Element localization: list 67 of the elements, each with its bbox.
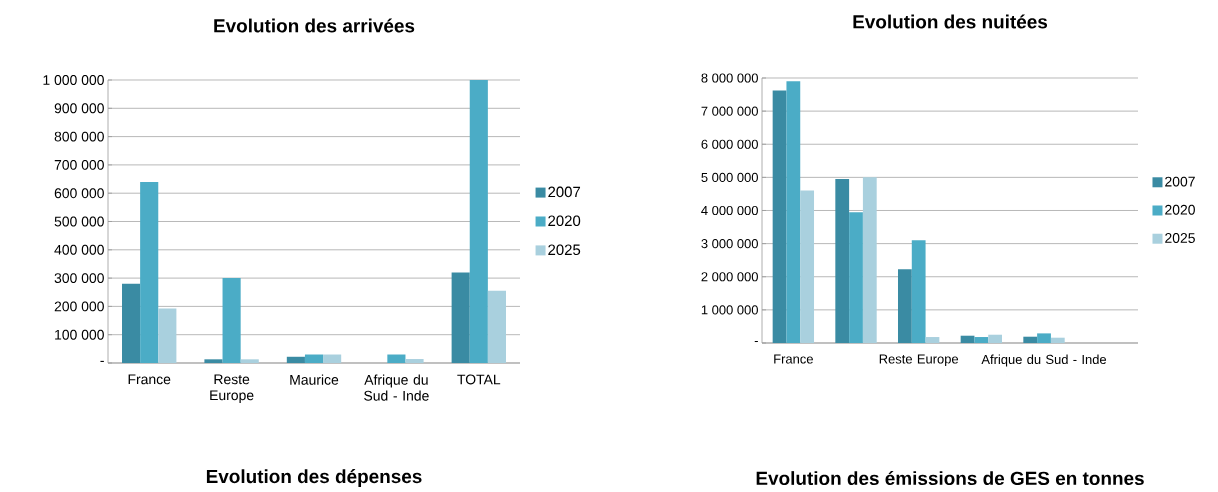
bar bbox=[122, 283, 141, 363]
bar bbox=[158, 308, 177, 363]
y-tick-label: 2 000 000 bbox=[701, 272, 758, 282]
y-tick-label: 800 000 bbox=[54, 131, 104, 142]
bar bbox=[286, 356, 305, 363]
bar bbox=[800, 190, 815, 343]
text: Evolution des émissions de GES en tonnes bbox=[756, 470, 1144, 486]
y-tick-label: 1 000 000 bbox=[701, 305, 758, 315]
x-tick-label: Afrique du Sud - Inde bbox=[981, 354, 1107, 367]
bar bbox=[898, 269, 912, 343]
legend-label: 2020 bbox=[1165, 204, 1195, 215]
bar bbox=[487, 290, 506, 363]
bar bbox=[387, 354, 406, 363]
bar bbox=[835, 179, 850, 343]
y-tick-label: 5 000 000 bbox=[701, 172, 758, 182]
y-tick-label: 8 000 000 bbox=[701, 73, 758, 83]
y-tick-label: 7 000 000 bbox=[701, 106, 758, 116]
x-tick-label: Reste Europe bbox=[879, 354, 959, 367]
bar bbox=[222, 278, 241, 363]
bar bbox=[988, 334, 1003, 343]
bar bbox=[405, 359, 424, 363]
chart-title: Evolution des arrivées bbox=[214, 18, 415, 33]
bar bbox=[862, 177, 877, 343]
bar bbox=[304, 354, 324, 363]
legend-label: 2025 bbox=[548, 244, 581, 256]
x-tick-label: Afrique du Sud - Inde bbox=[364, 374, 429, 401]
y-tick-label: 400 000 bbox=[54, 244, 104, 255]
y-tick-label: 700 000 bbox=[54, 159, 104, 170]
bar bbox=[1037, 333, 1051, 343]
legend-label: 2007 bbox=[548, 186, 581, 198]
y-tick-label: 3 000 000 bbox=[701, 239, 758, 249]
bar bbox=[911, 240, 926, 343]
bar bbox=[451, 272, 470, 363]
y-tick-label: 4 000 000 bbox=[701, 205, 758, 216]
y-tick-label: 300 000 bbox=[54, 273, 104, 284]
y-tick-label: 200 000 bbox=[54, 301, 104, 312]
legend-label: 2020 bbox=[548, 215, 581, 227]
bar bbox=[925, 337, 940, 343]
y-tick-label: 900 000 bbox=[54, 103, 104, 114]
chart-title: Evolution des nuitées bbox=[853, 14, 1048, 29]
text: Evolution des dépenses bbox=[206, 469, 422, 487]
legend-label: 2007 bbox=[1165, 176, 1195, 187]
x-tick-label: TOTAL bbox=[457, 374, 501, 385]
y-tick-label: 600 000 bbox=[54, 188, 104, 199]
legend-label: 2025 bbox=[1165, 233, 1195, 243]
bar bbox=[140, 181, 159, 363]
y-tick-label: 500 000 bbox=[54, 216, 104, 227]
bar bbox=[960, 335, 975, 343]
y-tick-label: - bbox=[100, 360, 104, 362]
x-tick-label: France bbox=[774, 354, 813, 364]
x-tick-label: Maurice bbox=[290, 374, 339, 385]
y-tick-label: 100 000 bbox=[55, 329, 104, 340]
bar bbox=[204, 359, 223, 363]
y-tick-label: - bbox=[754, 341, 758, 343]
bar bbox=[974, 337, 989, 343]
y-tick-label: 1 000 000 bbox=[43, 75, 104, 85]
x-tick-label: France bbox=[128, 374, 171, 385]
bar bbox=[849, 212, 863, 343]
x-tick-label: Reste Europe bbox=[210, 374, 254, 403]
bar bbox=[1050, 337, 1065, 343]
bar bbox=[772, 90, 787, 343]
bar bbox=[469, 80, 488, 363]
bar bbox=[1023, 336, 1038, 343]
y-tick-label: 6 000 000 bbox=[701, 139, 758, 149]
bar bbox=[786, 81, 801, 343]
bar bbox=[240, 359, 259, 363]
bar bbox=[323, 354, 342, 363]
